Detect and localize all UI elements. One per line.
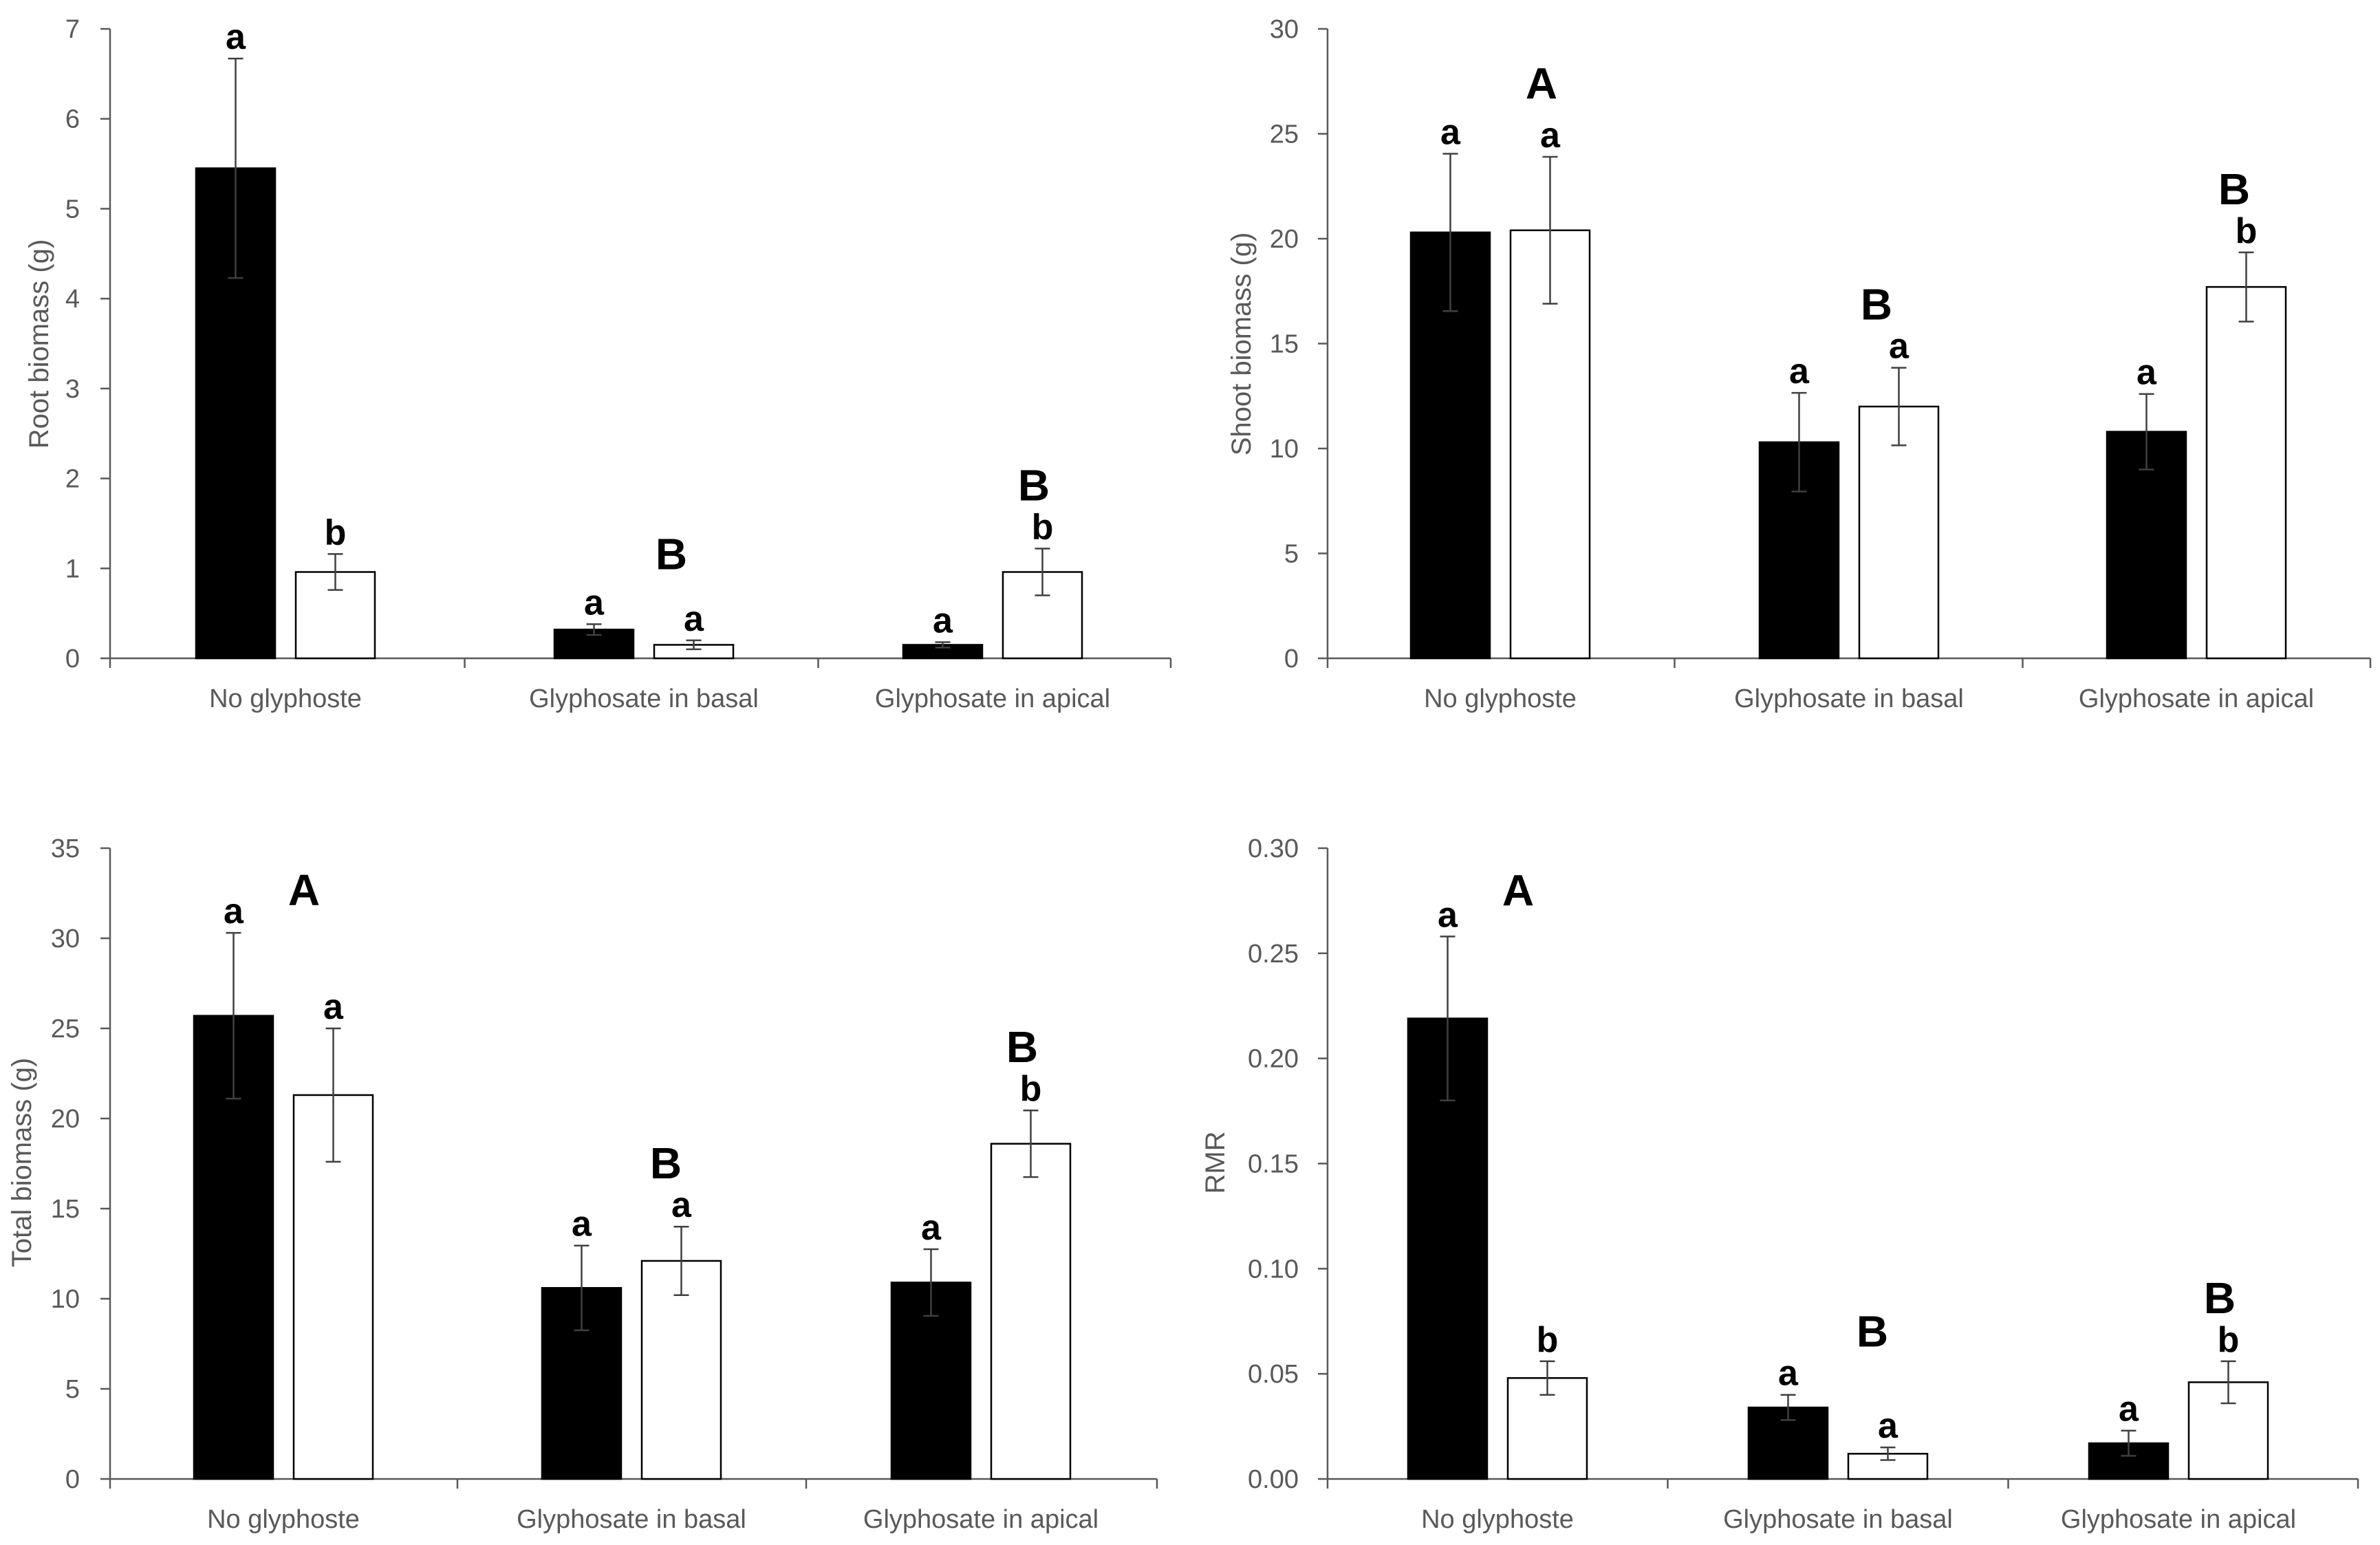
x-category-label: Glyphosate in basal [517, 1505, 746, 1534]
group-significance-letter: B [2204, 1273, 2236, 1323]
panel-shoot-biomass: Shoot biomass (g) 0 5 10 15 20 25 30 No glyphos… [1226, 15, 2372, 713]
y-tick-label: 0 [1284, 645, 1299, 673]
x-category-label: Glyphosate in basal [1734, 684, 1964, 713]
x-category-label: No glyphoste [207, 1505, 360, 1534]
y-tick-label: 2 [65, 465, 80, 494]
y-tick-label: 0 [65, 1465, 80, 1494]
significance-letter: a [671, 1185, 692, 1225]
bar-white [1858, 405, 1940, 660]
group-significance-letter: B [1006, 1022, 1038, 1072]
significance-letter: a [2136, 353, 2157, 393]
significance-letter: a [1778, 1354, 1799, 1394]
x-category-label: Glyphosate in apical [863, 1505, 1099, 1534]
x-category-label: Glyphosate in apical [2061, 1505, 2296, 1534]
significance-letter: a [1438, 895, 1458, 935]
y-tick-label: 0.30 [1248, 834, 1299, 863]
significance-letter: a [684, 599, 704, 639]
group-significance-letter: A [288, 865, 320, 915]
y-tick-label: 25 [51, 1015, 80, 1044]
y-tick-label: 0 [65, 645, 80, 673]
y-axis-title: Total biomass (g) [7, 1058, 37, 1268]
y-tick-label: 10 [1270, 435, 1299, 464]
y-tick-label: 3 [65, 375, 80, 404]
y-axis-title: Shoot biomass (g) [1226, 233, 1257, 456]
panel-rmr: RMR 0.00 0.05 0.10 0.15 0.20 0.25 0.30 No glyph… [1200, 834, 2359, 1534]
significance-letter: a [323, 987, 344, 1027]
x-category-label: No glyphoste [1421, 1505, 1574, 1534]
y-tick-label: 0.25 [1248, 940, 1299, 969]
y-tick-label: 30 [51, 925, 80, 953]
x-category-label: Glyphosate in apical [875, 684, 1110, 713]
significance-letter: a [921, 1208, 942, 1248]
group-significance-letter: B [1857, 1307, 1888, 1357]
significance-letter: a [933, 601, 953, 640]
panel-total-biomass: Total biomass (g) 0 5 10 15 20 25 30 35 No glyph… [7, 834, 1158, 1534]
group-significance-letter: B [1018, 461, 1050, 510]
group-significance-letter: B [650, 1138, 682, 1188]
significance-letter: a [2119, 1390, 2139, 1429]
y-tick-label: 7 [65, 15, 80, 44]
plot-area: 0.00 0.05 0.10 0.15 0.20 0.25 0.30 No glyphoste… [1248, 834, 2359, 1534]
y-tick-label: 1 [65, 554, 80, 583]
x-category-label: No glyphoste [209, 684, 362, 713]
y-tick-label: 0.10 [1248, 1255, 1299, 1284]
significance-letter: a [1440, 112, 1461, 152]
significance-letter: a [1540, 116, 1561, 155]
x-category-label: Glyphosate in basal [529, 684, 759, 713]
significance-letter: b [2218, 1320, 2240, 1360]
significance-letter: b [1032, 508, 1054, 548]
y-axis-title: Root biomass (g) [24, 239, 54, 449]
significance-letter: a [224, 892, 244, 931]
plot-area: 0 5 10 15 20 25 30 No glyphoste Glyphosate in ba… [1270, 15, 2372, 713]
y-tick-label: 0.20 [1248, 1045, 1299, 1074]
bar-white [640, 1260, 722, 1480]
y-tick-label: 35 [51, 834, 80, 863]
y-tick-label: 5 [65, 195, 80, 224]
y-tick-label: 15 [51, 1195, 80, 1224]
bar-white [990, 1143, 1072, 1480]
significance-letter: b [1537, 1320, 1559, 1360]
group-significance-letter: B [656, 529, 687, 579]
significance-letter: a [572, 1204, 592, 1244]
panel-root-biomass: Root biomass (g) 0 1 2 3 4 5 6 7 No glyphoste Gly… [24, 15, 1172, 713]
x-category-label: Glyphosate in apical [2079, 684, 2314, 713]
bar-white [1002, 571, 1083, 660]
plot-area: 0 1 2 3 4 5 6 7 No glyphoste Glyphosate in basal G… [65, 15, 1172, 713]
group-significance-letter: B [1861, 280, 1892, 329]
significance-letter: a [226, 17, 246, 57]
y-tick-label: 0.15 [1248, 1150, 1299, 1179]
y-tick-label: 0.05 [1248, 1360, 1299, 1389]
bar-white [2205, 285, 2287, 660]
y-tick-label: 5 [1284, 540, 1299, 569]
group-significance-letter: A [1526, 58, 1557, 108]
significance-letter: a [1889, 327, 1910, 367]
y-tick-label: 15 [1270, 330, 1299, 359]
y-axis-title: RMR [1200, 1131, 1231, 1193]
significance-letter: a [1878, 1406, 1898, 1446]
y-tick-label: 25 [1270, 120, 1299, 149]
significance-letter: a [1789, 352, 1810, 391]
significance-letter: b [2236, 211, 2258, 251]
plot-area: 0 5 10 15 20 25 30 35 No glyphoste Glyphosate in … [51, 834, 1158, 1534]
significance-letter: a [584, 583, 605, 623]
x-category-label: No glyphoste [1424, 684, 1577, 713]
group-significance-letter: B [2218, 164, 2250, 214]
y-tick-label: 20 [51, 1105, 80, 1134]
group-significance-letter: A [1502, 865, 1534, 915]
y-tick-label: 6 [65, 105, 80, 134]
significance-letter: b [325, 512, 347, 552]
significance-letter: b [1020, 1069, 1042, 1109]
y-tick-label: 5 [65, 1375, 80, 1404]
y-tick-label: 30 [1270, 15, 1299, 44]
y-tick-label: 10 [51, 1285, 80, 1314]
y-tick-label: 20 [1270, 225, 1299, 254]
y-tick-label: 4 [65, 285, 80, 314]
x-category-label: Glyphosate in basal [1723, 1505, 1953, 1534]
y-tick-label: 0.00 [1248, 1465, 1299, 1494]
